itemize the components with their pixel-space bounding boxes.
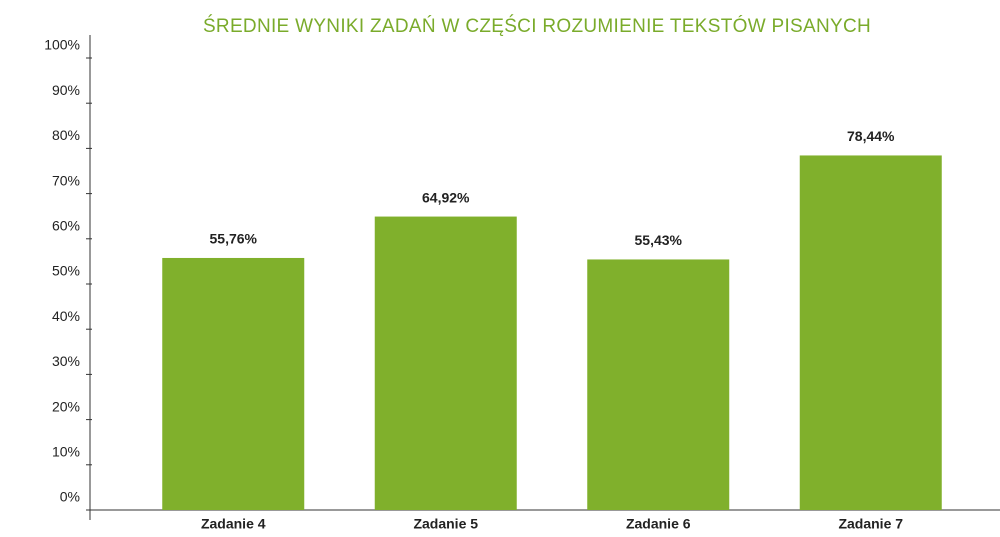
y-tick-label: 30% bbox=[52, 353, 80, 369]
bar bbox=[374, 216, 517, 511]
y-tick-label: 20% bbox=[52, 398, 80, 414]
y-tick-label: 10% bbox=[52, 444, 80, 460]
value-label: 78,44% bbox=[847, 128, 895, 144]
y-tick-label: 70% bbox=[52, 172, 80, 188]
y-tick-label: 90% bbox=[52, 82, 80, 98]
y-tick-label: 100% bbox=[44, 37, 80, 53]
chart-title: ŚREDNIE WYNIKI ZADAŃ W CZĘŚCI ROZUMIENIE… bbox=[203, 15, 871, 37]
value-label: 55,43% bbox=[635, 232, 683, 248]
x-tick-label: Zadanie 7 bbox=[838, 516, 903, 532]
x-tick-label: Zadanie 5 bbox=[413, 516, 478, 532]
y-tick-label: 50% bbox=[52, 263, 80, 279]
bar bbox=[162, 257, 305, 510]
value-label: 64,92% bbox=[422, 189, 470, 205]
x-tick-label: Zadanie 6 bbox=[626, 516, 691, 532]
y-tick-label: 80% bbox=[52, 127, 80, 143]
y-tick-label: 60% bbox=[52, 218, 80, 234]
value-label: 55,76% bbox=[210, 231, 258, 247]
bar bbox=[587, 259, 730, 510]
y-tick-label: 0% bbox=[60, 489, 80, 505]
y-tick-label: 40% bbox=[52, 308, 80, 324]
x-tick-label: Zadanie 4 bbox=[201, 516, 266, 532]
bar bbox=[799, 155, 942, 510]
